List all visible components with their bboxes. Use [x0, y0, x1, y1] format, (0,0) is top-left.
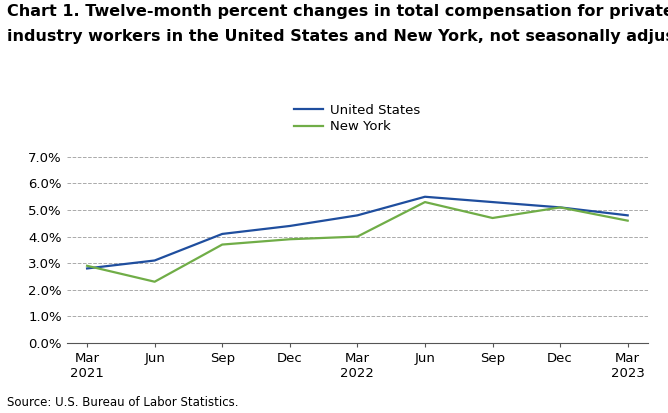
Text: Chart 1. Twelve-month percent changes in total compensation for private: Chart 1. Twelve-month percent changes in…	[7, 4, 668, 19]
New York	[556, 205, 564, 210]
United States	[218, 231, 226, 236]
New York	[488, 216, 496, 221]
Line: United States: United States	[87, 197, 628, 268]
New York	[421, 199, 429, 204]
United States	[421, 194, 429, 199]
Line: New York: New York	[87, 202, 628, 282]
New York	[218, 242, 226, 247]
New York	[83, 263, 91, 268]
United States	[353, 213, 361, 218]
Text: Source: U.S. Bureau of Labor Statistics.: Source: U.S. Bureau of Labor Statistics.	[7, 396, 238, 409]
United States	[83, 266, 91, 271]
United States	[624, 213, 632, 218]
New York	[151, 279, 159, 284]
United States	[556, 205, 564, 210]
New York	[624, 218, 632, 223]
New York	[286, 237, 294, 242]
Legend: United States, New York: United States, New York	[295, 104, 420, 133]
Text: industry workers in the United States and New York, not seasonally adjusted: industry workers in the United States an…	[7, 29, 668, 44]
United States	[151, 258, 159, 263]
New York	[353, 234, 361, 239]
United States	[488, 199, 496, 204]
United States	[286, 223, 294, 228]
